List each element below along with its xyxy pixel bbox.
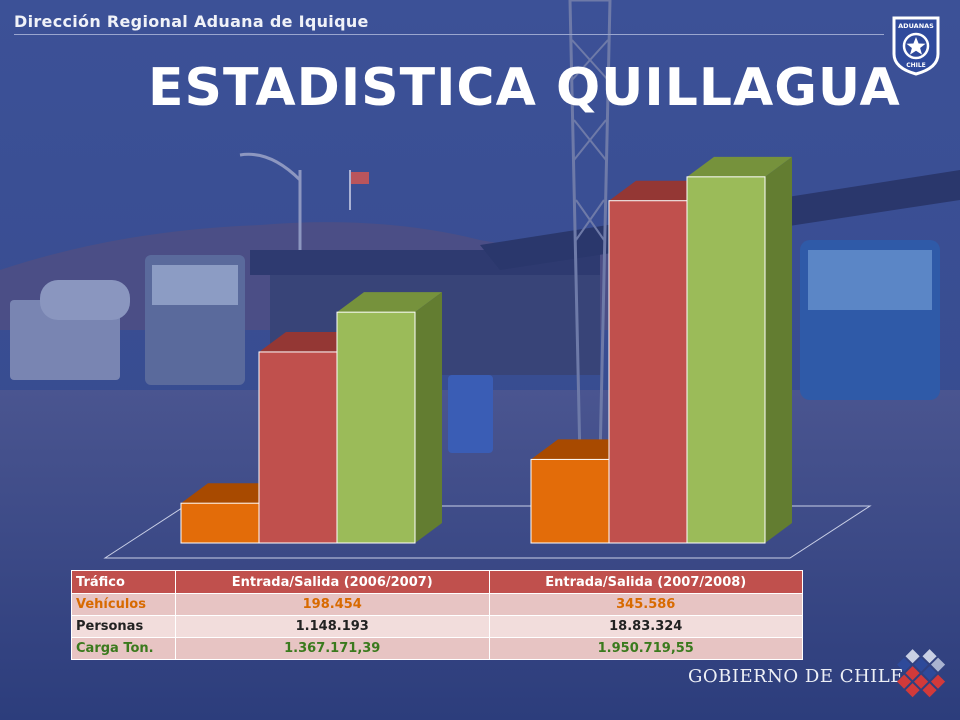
table-header-row: Tráfico Entrada/Salida (2006/2007) Entra… — [71, 570, 803, 594]
row-label: Vehículos — [71, 593, 176, 616]
bar-front — [530, 458, 610, 544]
table-cell: 18.83.324 — [488, 615, 803, 638]
col-header-2007-2008: Entrada/Salida (2007/2008) — [488, 570, 803, 594]
table-cell: 345.586 — [488, 593, 803, 616]
traffic-table: Tráfico Entrada/Salida (2006/2007) Entra… — [71, 570, 803, 660]
header-divider — [14, 34, 884, 35]
chart-floor-outline — [103, 505, 872, 559]
bar-front — [258, 351, 338, 544]
bar-series-2-group-1 — [686, 156, 792, 544]
aduanas-shield-logo: ADUANAS CHILE — [892, 16, 940, 76]
bar-front — [180, 502, 260, 544]
table-cell: 1.148.193 — [175, 615, 490, 638]
row-label: Carga Ton. — [71, 637, 176, 660]
logo-top-text: ADUANAS — [898, 22, 934, 30]
table-row: Personas 1.148.193 18.83.324 — [71, 615, 803, 638]
table-row: Vehículos 198.454 345.586 — [71, 593, 803, 616]
slide-title: ESTADISTICA QUILLAGUA — [148, 58, 901, 118]
government-brand-text: GOBIERNO DE CHILE — [688, 666, 904, 687]
table-row: Carga Ton. 1.367.171,39 1.950.719,55 — [71, 637, 803, 660]
bar-side — [415, 292, 442, 543]
bar-top — [687, 156, 792, 177]
col-header-2006-2007: Entrada/Salida (2006/2007) — [175, 570, 490, 594]
table-cell: 1.950.719,55 — [488, 637, 803, 660]
chart-bars — [180, 156, 792, 544]
table-cell: 198.454 — [175, 593, 490, 616]
logo-bottom-text: CHILE — [906, 62, 926, 69]
bar-front — [686, 176, 766, 544]
col-header-traffic: Tráfico — [71, 570, 176, 594]
organization-name: Dirección Regional Aduana de Iquique — [14, 12, 369, 31]
government-cube-logo — [897, 649, 946, 698]
table-cell: 1.367.171,39 — [175, 637, 490, 660]
bar-front — [608, 200, 688, 544]
chart-floor — [103, 505, 872, 559]
bar-series-2-group-0 — [336, 292, 442, 544]
bar-side — [765, 156, 792, 543]
row-label: Personas — [71, 615, 176, 638]
bar-front — [336, 311, 416, 544]
bar-top — [337, 292, 442, 313]
